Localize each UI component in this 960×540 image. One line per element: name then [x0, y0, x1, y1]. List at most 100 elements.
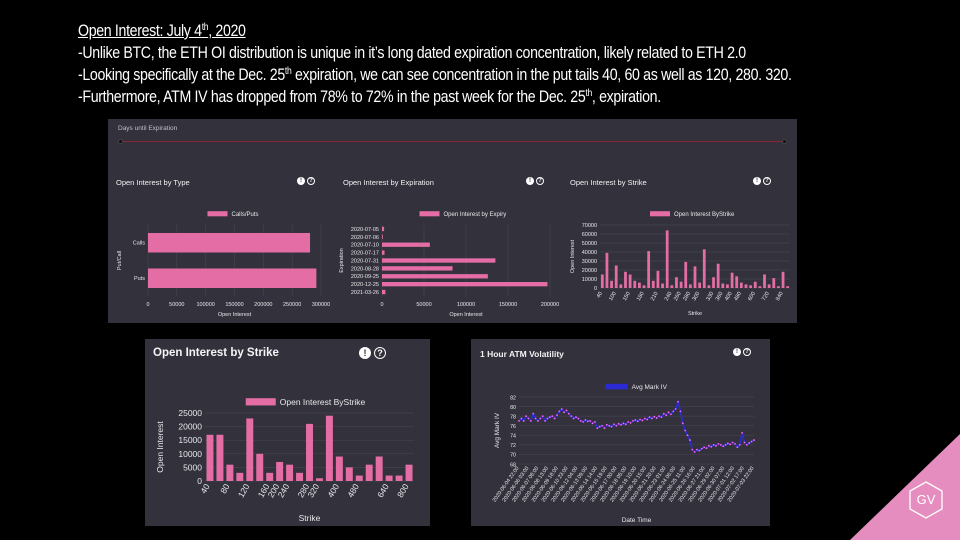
data-point	[570, 415, 573, 418]
bar	[382, 250, 385, 255]
bar	[688, 284, 692, 288]
bar	[767, 284, 771, 288]
legend-swatch	[245, 398, 276, 406]
chart-oi-by-strike-small: Open Interest ByStrike 0 10000 20000 30000 40…	[570, 211, 790, 317]
bar	[716, 263, 720, 288]
bar	[777, 286, 780, 288]
legend-swatch	[650, 211, 670, 217]
x-tick-label: 480	[733, 291, 743, 302]
x-tick-label: 200000	[254, 302, 272, 308]
data-point	[724, 443, 727, 446]
data-point	[634, 419, 637, 421]
data-point	[655, 417, 658, 419]
help-icon[interactable]: ?	[374, 347, 386, 359]
slider-handle-end[interactable]	[782, 139, 787, 144]
bar	[753, 281, 757, 288]
oi-by-strike-panel: Open Interest by Strike ! ? Open Interes…	[145, 339, 430, 526]
y-tick-label: 2020-07-31	[351, 258, 379, 264]
bar	[266, 472, 274, 481]
bar	[148, 268, 317, 289]
data-point	[748, 442, 751, 444]
y-tick-label: 70	[510, 453, 516, 459]
data-point	[677, 400, 679, 403]
y-tick-label: 70000	[582, 223, 597, 229]
data-point	[662, 412, 665, 415]
data-point	[722, 445, 725, 448]
help-icon[interactable]: ?	[763, 177, 771, 185]
data-point	[717, 443, 720, 445]
chart-title-by-expiration: Open Interest by Expiration	[343, 178, 434, 187]
info-icon[interactable]: !	[733, 348, 741, 356]
data-point	[544, 420, 547, 422]
info-icon[interactable]: !	[297, 177, 305, 185]
bar	[286, 464, 294, 481]
x-tick-label: 360	[715, 291, 725, 302]
data-point	[658, 415, 660, 418]
y-tick-label: 60000	[582, 232, 597, 238]
help-icon[interactable]: ?	[743, 348, 751, 356]
bar	[707, 285, 711, 288]
data-point	[584, 419, 587, 421]
data-point	[693, 451, 696, 453]
data-point	[613, 423, 615, 426]
legend-label: Open Interest ByStrike	[674, 212, 735, 218]
x-tick-label: 400	[724, 291, 734, 302]
data-point	[525, 415, 528, 418]
help-icon[interactable]: ?	[307, 177, 315, 185]
data-point	[689, 439, 691, 441]
data-point	[750, 440, 753, 443]
help-icon[interactable]: ?	[536, 177, 544, 185]
data-point	[703, 446, 706, 449]
x-tick-label: 210	[650, 291, 660, 302]
y-tick-label: 5000	[183, 462, 202, 472]
chart-icons-atm-vol: ! ?	[733, 348, 751, 356]
bar	[382, 242, 430, 247]
slide-title: Open Interest: July 4th, 2020	[78, 22, 246, 40]
bar	[614, 265, 618, 288]
x-tick-label: 300	[692, 291, 702, 302]
x-tick-label: 400	[325, 482, 341, 500]
bar	[726, 284, 729, 288]
data-point	[520, 417, 523, 420]
header-text: Open Interest: July 4th, 2020 -Unlike BT…	[78, 20, 948, 108]
expiration-slider-track[interactable]	[121, 141, 784, 142]
data-point	[603, 427, 606, 430]
y-tick-label: 0	[594, 286, 597, 292]
bullet-2: -Looking specifically at the Dec. 25th e…	[78, 66, 792, 84]
bar	[670, 285, 674, 288]
bar	[628, 274, 632, 288]
bar	[665, 230, 669, 288]
data-point	[556, 414, 558, 417]
bar	[256, 453, 264, 481]
bar	[382, 274, 488, 279]
x-tick-label: 80	[218, 482, 232, 495]
bar	[315, 478, 323, 481]
data-point	[532, 412, 535, 415]
info-icon[interactable]: !	[753, 177, 761, 185]
bar	[702, 249, 706, 288]
data-point	[598, 425, 601, 428]
data-point	[710, 445, 713, 448]
x-axis-label: Date Time	[622, 517, 652, 524]
data-point	[608, 424, 611, 427]
x-axis-label: Open Interest	[218, 312, 252, 318]
info-icon[interactable]: !	[359, 347, 371, 359]
legend-swatch	[207, 211, 228, 217]
data-point	[589, 420, 592, 422]
data-point	[681, 422, 684, 425]
x-tick-label: 100000	[457, 302, 475, 308]
y-tick-label: 2020-12-25	[351, 282, 379, 288]
data-point	[648, 416, 651, 418]
bar	[763, 274, 766, 288]
data-point	[575, 416, 577, 418]
data-point	[615, 424, 618, 427]
slider-handle-start[interactable]	[118, 139, 123, 144]
bar	[721, 283, 725, 288]
data-point	[679, 410, 682, 413]
chart-title-by-strike: Open Interest by Strike	[570, 178, 647, 187]
data-point	[620, 423, 622, 426]
y-axis-label: Open Interest	[155, 421, 165, 473]
info-icon[interactable]: !	[526, 177, 534, 185]
x-tick-label: 280	[682, 291, 692, 302]
chart-title-strike-dec25: Open Interest by Strike	[153, 347, 279, 359]
